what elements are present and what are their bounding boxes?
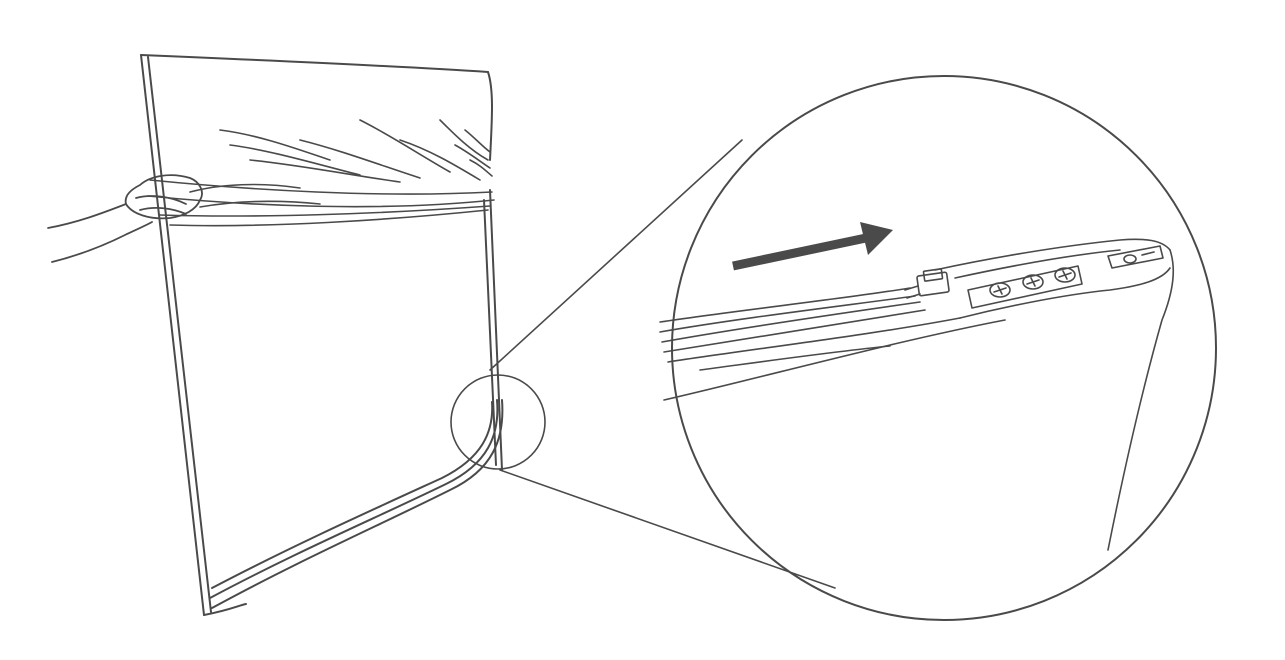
bag-bottom-seam-1 (211, 399, 504, 609)
gathered-fabric-icon (147, 119, 495, 227)
zipper-band (659, 238, 1171, 401)
zip-slider-icon (904, 268, 950, 299)
bag-top-edge (140, 54, 489, 73)
gather-fold-2 (229, 144, 361, 176)
slider-tab (922, 268, 944, 282)
screw-2-slot (1026, 277, 1040, 287)
body-top-curve (959, 267, 1171, 319)
gather-fold-7 (439, 119, 489, 161)
gather-fold-9 (464, 129, 491, 153)
gather-fold-6 (399, 139, 481, 181)
connector-slot (1141, 251, 1155, 256)
bag-top-right-edge (487, 71, 493, 161)
gather-fold-4 (299, 139, 421, 179)
callout-line-top (489, 139, 743, 371)
gather-band-2 (147, 195, 495, 208)
gather-fold-11 (189, 183, 301, 193)
bag-right-edge-inner (483, 199, 497, 466)
screw-1-slot (993, 285, 1007, 295)
hand-gripping-icon (47, 174, 203, 263)
bag-left-edge-outer (140, 54, 205, 616)
screw-plate (967, 265, 1083, 309)
band-upper-edge-2 (954, 249, 1121, 279)
screw-plate-outline (967, 265, 1083, 309)
band-mid-line (699, 345, 891, 371)
gather-fold-3 (249, 159, 401, 183)
callout-line-bottom (499, 469, 836, 589)
hand-finger-2 (139, 207, 187, 215)
hand-finger-1 (135, 195, 187, 205)
gather-fold-10 (469, 159, 493, 177)
gather-fold-12 (199, 200, 321, 208)
gather-band-1 (149, 179, 493, 195)
screw-1 (989, 282, 1011, 298)
right-arrow-icon (732, 222, 893, 271)
band-strand-2 (659, 295, 916, 333)
magnified-detail-circle-icon (671, 75, 1217, 621)
hand-arm-top (47, 203, 127, 229)
gather-fold-5 (359, 119, 451, 173)
gather-fold-8 (454, 144, 491, 169)
gather-fold-1 (219, 129, 331, 161)
bag-bottom-seam-2 (209, 399, 499, 599)
screw-3-slot (1058, 270, 1072, 280)
hand-knuckles (124, 174, 203, 220)
slider-body (916, 271, 950, 297)
body-right-edge (1107, 249, 1175, 551)
gather-band-3 (159, 205, 491, 217)
screw-head-icon (989, 267, 1076, 298)
end-connector-icon (1107, 245, 1164, 269)
band-lower-edge (663, 319, 1006, 401)
band-upper-edge (934, 238, 1171, 271)
bag-bottom-seam-3 (211, 401, 494, 589)
slider-pull (904, 285, 921, 299)
bag-right-edge-outer (489, 189, 503, 471)
hand-arm-bottom (51, 221, 153, 263)
band-strand-3 (661, 301, 921, 343)
bag-left-edge-inner (147, 56, 212, 613)
bag-bottom-edge (203, 603, 247, 616)
arrow-head (860, 222, 893, 255)
band-strand-1 (659, 287, 911, 323)
arrow-shaft (732, 233, 867, 271)
magnified-bag-body (959, 249, 1175, 551)
band-strand-4 (663, 309, 926, 353)
screw-3 (1054, 267, 1076, 283)
band-strand-5 (667, 317, 961, 363)
gather-band-4 (169, 209, 489, 227)
small-circle-marker-icon (450, 374, 546, 470)
bag-outline-icon (140, 54, 504, 616)
screw-2 (1022, 274, 1044, 290)
connector-outline (1107, 245, 1164, 269)
connector-hole (1123, 254, 1137, 264)
